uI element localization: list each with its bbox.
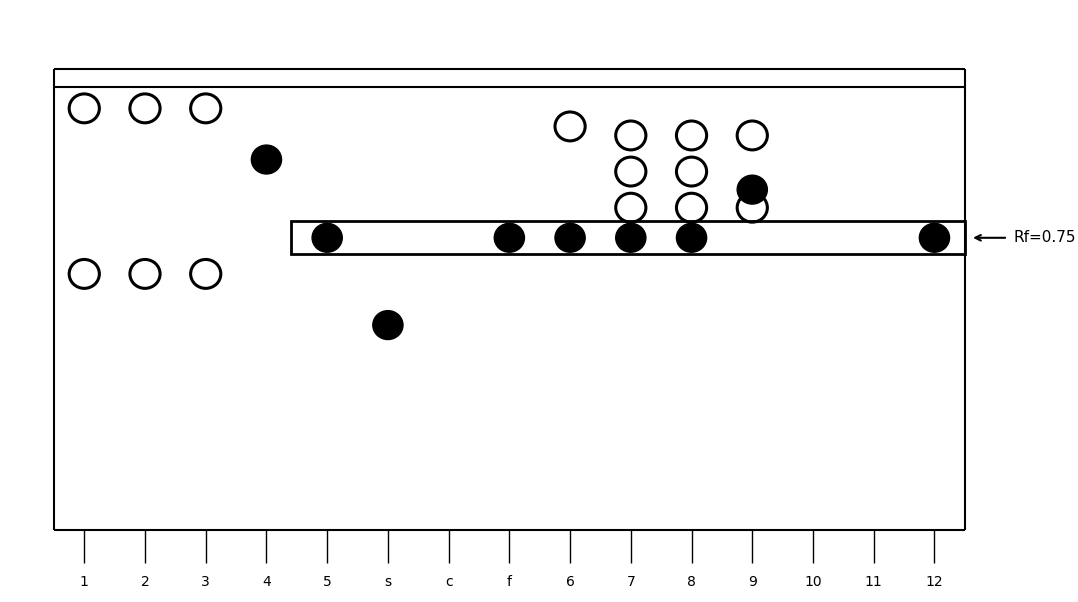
Ellipse shape	[494, 223, 525, 252]
Ellipse shape	[677, 223, 707, 252]
Ellipse shape	[313, 223, 343, 252]
Ellipse shape	[737, 175, 768, 204]
Text: 7: 7	[626, 575, 635, 589]
Ellipse shape	[616, 223, 646, 252]
Text: 2: 2	[140, 575, 150, 589]
Text: s: s	[385, 575, 391, 589]
Text: 9: 9	[748, 575, 757, 589]
Text: 5: 5	[322, 575, 332, 589]
Ellipse shape	[373, 311, 403, 340]
Text: Rf=0.75: Rf=0.75	[1013, 231, 1076, 245]
Ellipse shape	[920, 223, 950, 252]
Ellipse shape	[555, 223, 585, 252]
Text: 4: 4	[262, 575, 271, 589]
Text: c: c	[445, 575, 453, 589]
Text: 1: 1	[80, 575, 88, 589]
Text: 10: 10	[804, 575, 821, 589]
Text: 11: 11	[865, 575, 883, 589]
Bar	[291, 221, 965, 254]
Text: f: f	[507, 575, 512, 589]
Text: 8: 8	[687, 575, 696, 589]
Text: 6: 6	[566, 575, 575, 589]
Text: 12: 12	[926, 575, 943, 589]
Text: 3: 3	[202, 575, 210, 589]
Ellipse shape	[251, 145, 281, 174]
